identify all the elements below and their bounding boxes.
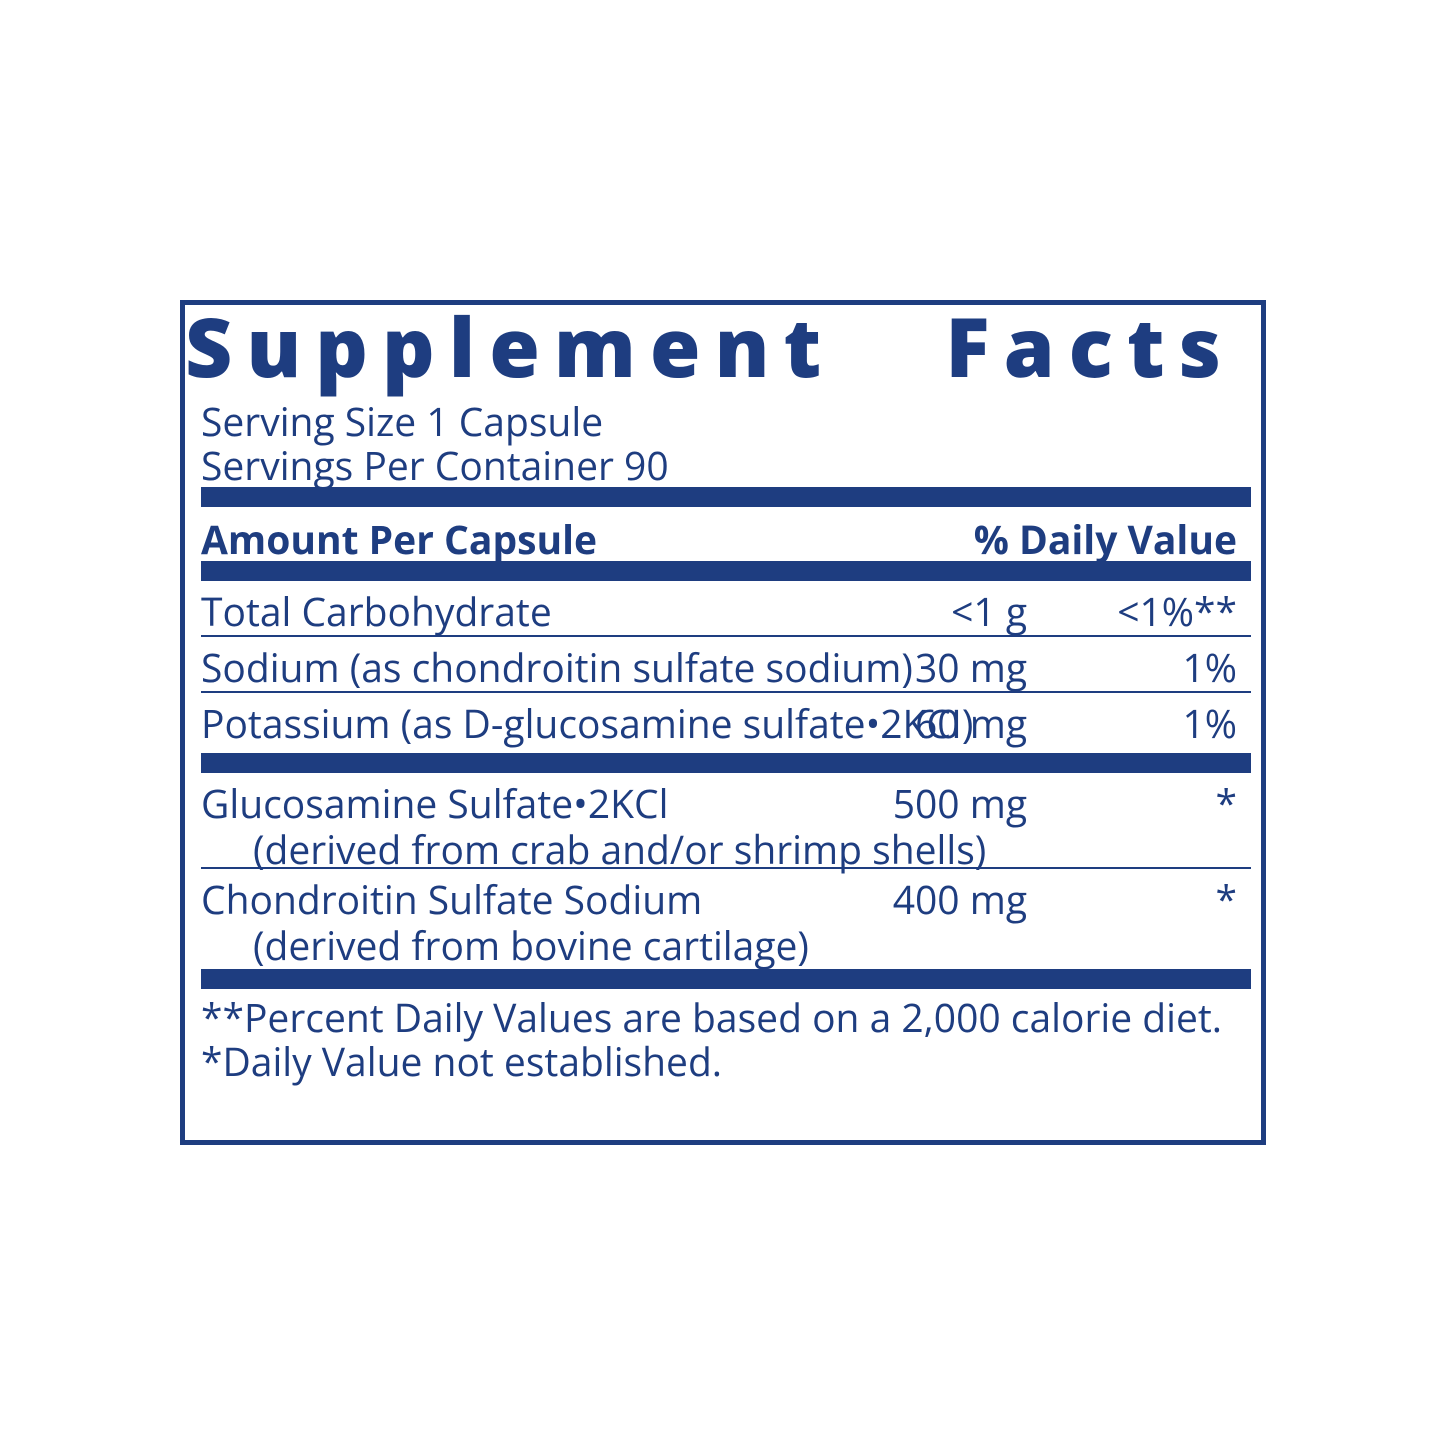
ingredient-dv: * bbox=[1216, 873, 1237, 926]
ingredient-amount: <1 g bbox=[951, 585, 1027, 638]
ingredient-amount: 400 mg bbox=[893, 873, 1027, 926]
supplement-facts-panel: Supplement Facts Serving Size 1 Capsule … bbox=[180, 300, 1266, 1145]
divider-bar bbox=[201, 753, 1251, 773]
divider-bar bbox=[201, 561, 1251, 581]
divider-bar bbox=[201, 487, 1251, 507]
servings-per-container-text: Servings Per Container 90 bbox=[201, 439, 669, 492]
row-divider bbox=[201, 635, 1251, 637]
ingredient-dv: * bbox=[1216, 777, 1237, 830]
ingredient-amount: 30 mg bbox=[915, 641, 1027, 694]
divider-bar bbox=[201, 969, 1251, 989]
column-header-dv: % Daily Value bbox=[974, 513, 1237, 566]
row-divider bbox=[201, 691, 1251, 693]
footnote-text: *Daily Value not established. bbox=[201, 1035, 722, 1088]
ingredient-amount: 60 mg bbox=[915, 697, 1027, 750]
ingredient-dv: 1% bbox=[1182, 641, 1237, 694]
ingredient-name: Total Carbohydrate bbox=[201, 585, 552, 638]
column-header-name: Amount Per Capsule bbox=[201, 513, 597, 566]
ingredient-name: Potassium (as D-glucosamine sulfate•2KCI… bbox=[201, 697, 973, 750]
ingredient-name: Sodium (as chondroitin sulfate sodium) bbox=[201, 641, 913, 694]
row-divider bbox=[201, 867, 1251, 869]
panel-title: Supplement Facts bbox=[185, 305, 1235, 387]
ingredient-dv: <1%** bbox=[1117, 585, 1237, 638]
ingredient-subtext: (derived from bovine cartilage) bbox=[253, 919, 809, 972]
canvas: Supplement Facts Serving Size 1 Capsule … bbox=[0, 0, 1445, 1445]
ingredient-dv: 1% bbox=[1182, 697, 1237, 750]
